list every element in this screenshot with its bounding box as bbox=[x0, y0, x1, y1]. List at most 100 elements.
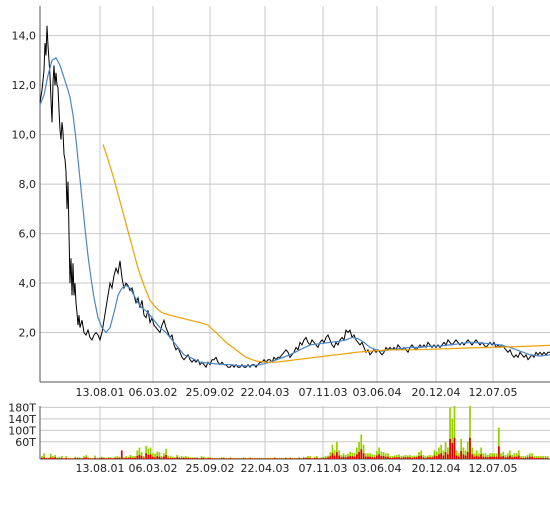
volume-bar-volume_b bbox=[424, 456, 427, 459]
volume-bar-volume_b bbox=[54, 455, 57, 459]
volume-bar-volume_b bbox=[302, 456, 305, 459]
volume-bar-volume_b bbox=[469, 406, 471, 459]
volume-bar-volume_a bbox=[125, 457, 128, 459]
volume-bar-volume_a bbox=[291, 458, 294, 459]
volume-bar-volume_a bbox=[466, 452, 469, 459]
volume-bar-volume_a bbox=[69, 458, 72, 459]
volume-bar-volume_a bbox=[52, 457, 54, 459]
volume-bar-volume_b bbox=[473, 453, 476, 459]
volume-bar-volume_a bbox=[391, 457, 394, 459]
volume-bar-volume_a bbox=[178, 457, 181, 459]
volume-bar-volume_b bbox=[156, 451, 159, 459]
volume-bar-volume_a bbox=[509, 455, 511, 459]
volume-bar-volume_a bbox=[205, 458, 207, 459]
volume-bar-volume_a bbox=[435, 456, 438, 459]
volume-bar-volume_a bbox=[433, 455, 436, 459]
volume-bar-volume_a bbox=[342, 456, 345, 459]
volume-bar-volume_a bbox=[269, 458, 272, 459]
volume-bar-volume_b bbox=[74, 456, 77, 459]
volume-bar-volume_a bbox=[132, 457, 134, 459]
volume-bar-volume_a bbox=[225, 458, 227, 459]
volume-bar-volume_b bbox=[376, 451, 378, 459]
volume-bar-volume_a bbox=[211, 458, 214, 459]
volume-bar-volume_a bbox=[384, 456, 387, 459]
volume-bar-volume_b bbox=[331, 444, 334, 459]
series-line-price bbox=[39, 25, 550, 369]
volume-bar-volume_b bbox=[52, 456, 54, 459]
volume-bar-volume_a bbox=[504, 457, 507, 459]
volume-bar-volume_a bbox=[94, 457, 96, 459]
volume-bar-volume_b bbox=[382, 452, 385, 459]
volume-bar-volume_b bbox=[114, 456, 116, 459]
volume-bar-volume_b bbox=[475, 450, 478, 459]
volume-bar-volume_b bbox=[435, 451, 438, 459]
volume-bar-volume_a bbox=[78, 458, 81, 459]
volume-bar-volume_a bbox=[440, 453, 443, 459]
volume-bar-volume_a bbox=[524, 457, 527, 459]
volume-bar-volume_b bbox=[143, 456, 145, 459]
volume-bar-volume_b bbox=[526, 455, 529, 459]
volume-bar-volume_a bbox=[254, 458, 256, 459]
volume-bar-volume_a bbox=[191, 458, 194, 459]
volume-bar-volume_b bbox=[373, 455, 376, 459]
volume-bar-volume_a bbox=[360, 449, 363, 459]
volume-bar-volume_b bbox=[464, 450, 467, 459]
volume-bar-volume_a bbox=[149, 454, 152, 459]
volume-bar-volume_b bbox=[358, 441, 360, 459]
volume-bar-volume_a bbox=[393, 457, 396, 459]
volume-bar-volume_a bbox=[258, 458, 261, 459]
volume-y-tick-label: 60T bbox=[15, 436, 36, 449]
volume-bar-volume_a bbox=[338, 455, 341, 459]
volume-bar-volume_a bbox=[486, 457, 489, 459]
volume-bar-volume_a bbox=[438, 454, 440, 459]
volume-bar-volume_a bbox=[389, 457, 392, 459]
volume-x-tick-label: 06.03.02 bbox=[129, 462, 178, 475]
price-panel: 2,0 4,0 6,0 8,0 10,0 12,0 14,0 13.08.01 06.03.02… bbox=[12, 6, 550, 399]
volume-bar-volume_a bbox=[444, 452, 447, 459]
volume-bar-volume_a bbox=[209, 458, 212, 459]
volume-bar-volume_a bbox=[400, 457, 403, 459]
volume-bar-volume_b bbox=[118, 456, 121, 459]
volume-bar-volume_a bbox=[63, 458, 65, 459]
volume-bar-volume_a bbox=[220, 458, 223, 459]
volume-bar-volume_a bbox=[242, 458, 245, 459]
volume-bar-volume_b bbox=[100, 456, 103, 459]
volume-bar-volume_b bbox=[316, 456, 318, 459]
volume-bar-volume_a bbox=[158, 456, 161, 459]
x-tick-label: 25.09.02 bbox=[186, 386, 235, 399]
volume-bar-volume_b bbox=[409, 455, 411, 459]
volume-bar-volume_b bbox=[533, 456, 536, 459]
volume-bar-volume_a bbox=[74, 458, 77, 459]
volume-bar-volume_b bbox=[491, 453, 494, 459]
volume-bar-volume_a bbox=[107, 458, 110, 459]
volume-x-tick-label: 07.11.03 bbox=[299, 462, 348, 475]
volume-bar-volume_a bbox=[482, 456, 485, 459]
volume-bar-volume_b bbox=[471, 447, 474, 459]
volume-bar-volume_b bbox=[362, 444, 365, 459]
volume-bar-volume_b bbox=[520, 456, 522, 459]
volume-bar-volume_a bbox=[411, 457, 414, 459]
volume-bar-volume_b bbox=[333, 450, 336, 459]
volume-bar-volume_a bbox=[546, 457, 549, 459]
volume-bar-volume_a bbox=[163, 456, 165, 459]
volume-bar-volume_b bbox=[458, 453, 460, 459]
volume-bar-volume_a bbox=[458, 456, 460, 459]
volume-bar-volume_a bbox=[491, 456, 494, 459]
volume-bar-volume_b bbox=[202, 456, 205, 459]
volume-y-tick-label: 100T bbox=[8, 424, 36, 437]
volume-bar-volume_b bbox=[389, 456, 392, 459]
volume-bar-volume_b bbox=[149, 447, 152, 459]
volume-bar-volume_a bbox=[58, 458, 61, 459]
volume-bar-volume_b bbox=[360, 434, 363, 459]
volume-bar-volume_a bbox=[154, 457, 156, 459]
volume-bar-volume_a bbox=[98, 458, 101, 459]
volume-bar-volume_b bbox=[484, 453, 487, 459]
volume-bar-volume_b bbox=[506, 453, 509, 459]
volume-bar-volume_a bbox=[307, 457, 309, 459]
volume-bar-volume_a bbox=[238, 458, 241, 459]
volume-bar-volume_b bbox=[447, 447, 449, 459]
volume-bar-volume_b bbox=[83, 456, 85, 459]
volume-bar-volume_b bbox=[338, 450, 341, 459]
